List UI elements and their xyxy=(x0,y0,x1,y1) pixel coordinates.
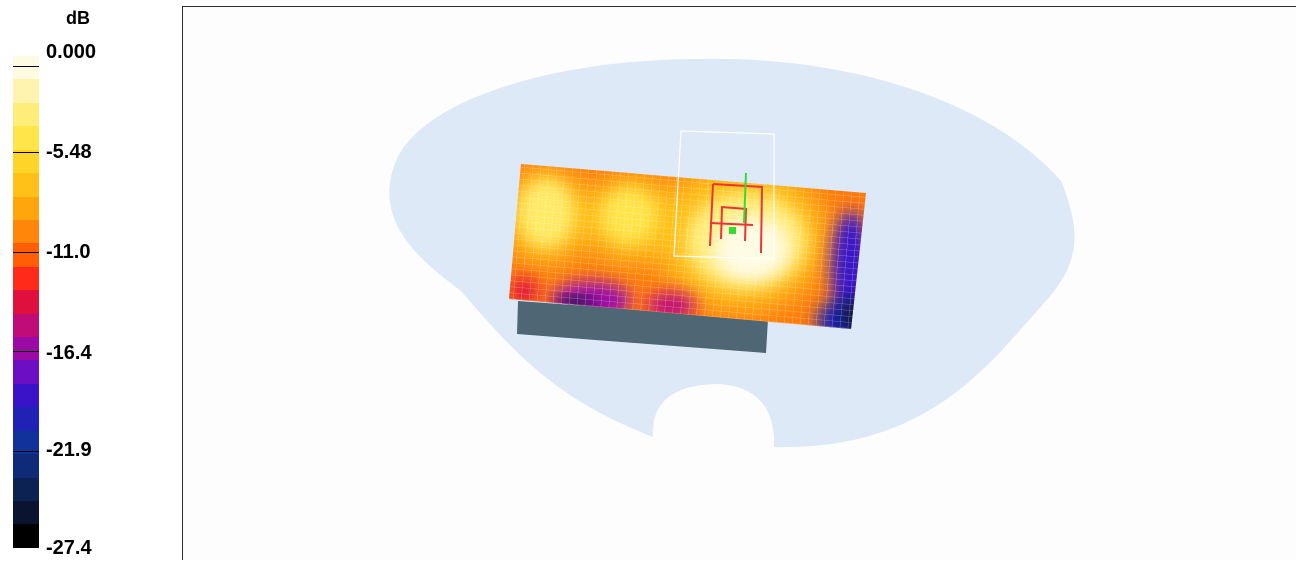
tick-mark xyxy=(13,66,39,67)
color-scale-segment xyxy=(13,267,39,290)
tick-mark xyxy=(13,152,39,153)
color-scale-segment xyxy=(13,103,39,126)
tick-mark xyxy=(13,351,39,352)
color-scale-segment xyxy=(13,243,39,266)
color-scale-segment xyxy=(13,314,39,337)
legend-unit-label: dB xyxy=(66,8,90,29)
tick-label-3: -16.4 xyxy=(46,343,92,363)
color-scale-segment xyxy=(13,337,39,360)
color-scale-segment xyxy=(13,197,39,220)
tick-label-2: -11.0 xyxy=(46,242,90,262)
color-scale-segment xyxy=(13,478,39,501)
color-scale-segment xyxy=(13,290,39,313)
color-scale-segment xyxy=(13,524,39,547)
tick-label-5: -27.4 xyxy=(46,538,92,558)
color-scale-segment xyxy=(13,79,39,102)
tick-label-4: -21.9 xyxy=(46,440,92,460)
color-scale-segment xyxy=(13,126,39,149)
scene-svg xyxy=(183,7,1296,561)
tick-mark xyxy=(13,252,39,253)
color-scale-segment xyxy=(13,454,39,477)
color-scale-segment xyxy=(13,173,39,196)
color-scale-segment xyxy=(13,384,39,407)
color-scale-segment xyxy=(13,56,39,79)
color-scale-segment xyxy=(13,220,39,243)
tick-mark xyxy=(13,451,39,452)
tick-label-0: 0.000 xyxy=(46,42,96,62)
color-scale-segment xyxy=(13,360,39,383)
3d-viewport[interactable] xyxy=(182,6,1296,560)
color-scale-bar xyxy=(13,56,39,548)
color-scale-segment xyxy=(13,407,39,430)
color-scale-legend: dB 0.000 -5.48 -11.0 -16.4 -21.9 -27.4 xyxy=(0,0,180,560)
tick-label-1: -5.48 xyxy=(46,142,92,162)
color-scale-segment xyxy=(13,150,39,173)
color-scale-segment xyxy=(13,501,39,524)
